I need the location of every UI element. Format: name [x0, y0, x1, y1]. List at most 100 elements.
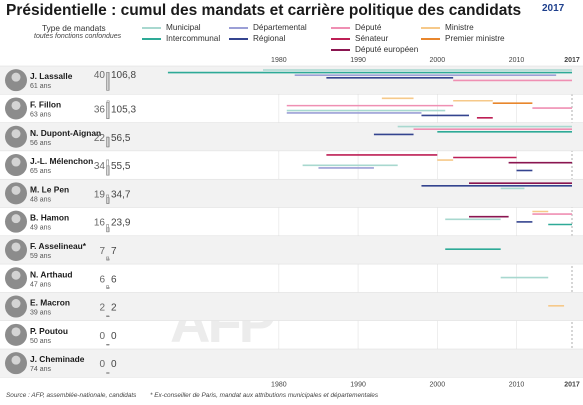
career-years-value: 34 — [94, 161, 106, 172]
row-band — [0, 349, 583, 378]
legend-label: Premier ministre — [445, 34, 505, 43]
legend-swatch-ministre — [421, 26, 440, 29]
legend-item-depute: Député — [331, 23, 381, 32]
career-years-value: 0 — [99, 359, 105, 370]
legend-swatch-premier_ministre — [421, 37, 440, 40]
legend-label: Ministre — [445, 23, 474, 32]
candidate-avatar — [5, 210, 27, 233]
legend-swatch-departemental — [229, 26, 248, 29]
candidate-avatar — [5, 323, 27, 346]
candidate-name: N. Arthaud — [30, 269, 73, 279]
legend-title: Type de mandats — [42, 23, 106, 33]
legend-item-municipal: Municipal — [142, 23, 201, 32]
cumul-years-value: 0 — [111, 331, 117, 342]
avatar-head — [11, 299, 21, 309]
x-tick-label-top: 1980 — [271, 57, 287, 64]
legend-item-ministre: Ministre — [421, 23, 474, 32]
avatar-head — [11, 270, 21, 280]
candidate-name: J. Cheminade — [30, 354, 85, 364]
cumul-mini-bar — [106, 100, 110, 119]
cumul-years-value: 55,5 — [111, 161, 131, 172]
avatar-head — [11, 129, 21, 139]
candidate-avatar — [5, 267, 27, 290]
x-tick-label-top: 2017 — [564, 57, 580, 64]
legend-item-depute_europeen: Député européen — [331, 45, 418, 54]
career-years-value: 16 — [94, 218, 106, 229]
cumul-years-value: 106,8 — [111, 70, 136, 81]
candidate-avatar — [5, 97, 27, 120]
election-badge: 2017 — [542, 3, 565, 14]
row-band — [0, 292, 583, 321]
x-tick-label-top: 1990 — [350, 57, 366, 64]
candidate-name: E. Macron — [30, 298, 70, 308]
legend-swatch-municipal — [142, 26, 161, 29]
career-years-value: 2 — [99, 303, 105, 314]
cumul-mini-bar — [106, 372, 110, 374]
cumul-years-value: 56,5 — [111, 133, 131, 144]
chart-title: Présidentielle : cumul des mandats et ca… — [6, 2, 522, 19]
legend-label: Régional — [253, 34, 286, 43]
candidate-age: 47 ans — [30, 281, 52, 288]
career-years-value: 7 — [99, 246, 105, 257]
x-tick-label-bottom: 2000 — [430, 381, 446, 388]
candidate-name: J. Lassalle — [30, 71, 73, 81]
legend-label: Député — [355, 23, 382, 32]
career-years-value: 22 — [94, 133, 106, 144]
avatar-head — [11, 157, 21, 167]
candidate-age: 48 ans — [30, 196, 52, 203]
candidate-avatar — [5, 125, 27, 148]
candidate-age: 56 ans — [30, 140, 52, 147]
x-tick-label-bottom: 1980 — [271, 381, 287, 388]
legend-item-premier_ministre: Premier ministre — [421, 34, 505, 43]
x-tick-label-bottom: 2017 — [564, 381, 580, 388]
avatar-head — [11, 242, 21, 252]
candidate-name: M. Le Pen — [30, 184, 69, 194]
candidate-avatar — [5, 238, 27, 261]
avatar-head — [11, 185, 21, 195]
career-years-value: 0 — [99, 331, 105, 342]
cumul-mini-bar — [106, 72, 110, 91]
legend-label: Intercommunal — [166, 34, 221, 43]
cumul-years-value: 7 — [111, 246, 117, 257]
candidate-avatar — [5, 69, 27, 92]
candidate-age: 59 ans — [30, 253, 52, 260]
avatar-head — [11, 327, 21, 337]
cumul-mini-bar — [106, 165, 110, 176]
candidate-name: F. Asselineau* — [30, 241, 87, 251]
candidate-name: F. Fillon — [30, 99, 61, 109]
legend-swatch-intercommunal — [142, 37, 161, 40]
candidate-name: P. Poutou — [30, 326, 68, 336]
candidate-age: 65 ans — [30, 168, 52, 175]
cumul-mini-bar — [106, 197, 110, 204]
candidate-age: 63 ans — [30, 111, 52, 118]
candidate-avatar — [5, 154, 27, 177]
candidate-name: J.-L. Mélenchon — [30, 156, 93, 166]
legend-swatch-depute — [331, 26, 350, 29]
cumul-mini-bar — [106, 287, 110, 289]
career-years-value: 19 — [94, 189, 106, 200]
cumul-years-value: 6 — [111, 274, 117, 285]
cumul-mini-bar — [106, 315, 110, 318]
cumul-years-value: 0 — [111, 359, 117, 370]
candidate-name: N. Dupont-Aignan — [30, 128, 101, 138]
avatar-head — [11, 100, 21, 110]
career-years-value: 6 — [99, 274, 105, 285]
legend-swatch-regional — [229, 37, 248, 40]
candidate-avatar — [5, 182, 27, 205]
legend-subtitle: toutes fonctions confondues — [34, 33, 122, 40]
candidate-avatar — [5, 352, 27, 375]
cumul-years-value: 34,7 — [111, 189, 131, 200]
avatar-head — [11, 214, 21, 224]
avatar-head — [11, 72, 21, 82]
cumul-years-value: 23,9 — [111, 218, 131, 229]
legend-swatch-depute_europeen — [331, 48, 350, 51]
legend-item-regional: Régional — [229, 34, 285, 43]
footer-source: Source : AFP, assemblée-nationale, candi… — [6, 392, 137, 399]
x-tick-label-bottom: 2010 — [509, 381, 525, 388]
candidate-avatar — [5, 295, 27, 318]
cumul-mini-bar — [106, 227, 110, 233]
candidate-name: B. Hamon — [30, 213, 69, 223]
legend-swatch-senateur — [331, 37, 350, 40]
x-tick-label-top: 2010 — [509, 57, 525, 64]
legend-label: Départemental — [253, 23, 307, 32]
